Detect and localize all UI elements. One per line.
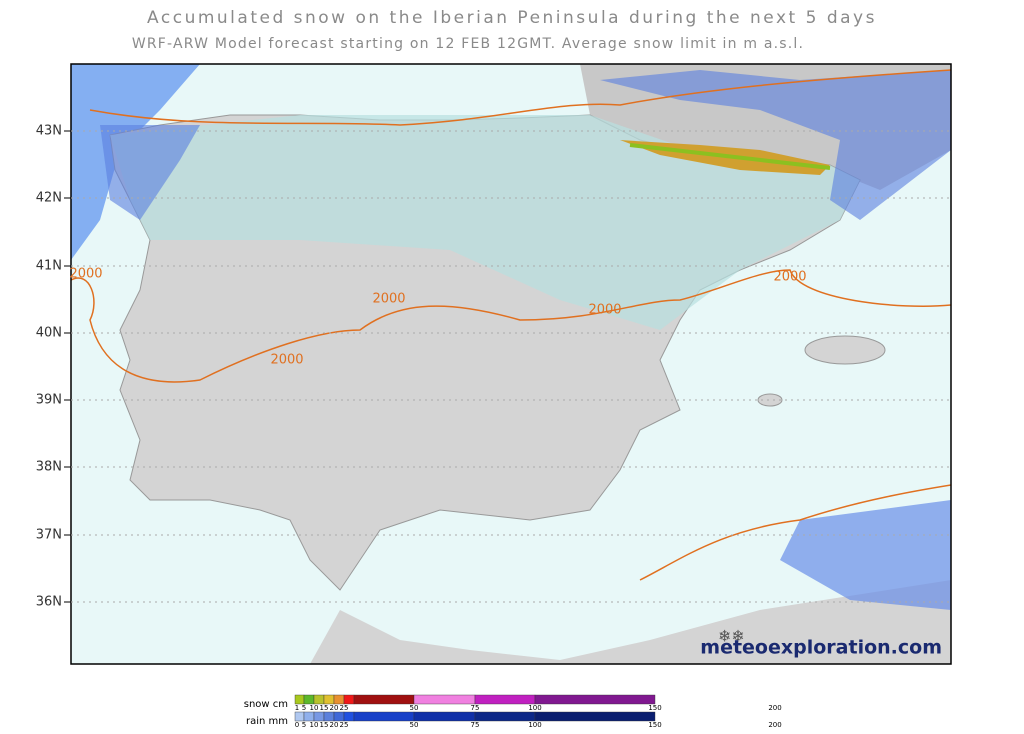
mallorca xyxy=(804,335,886,365)
map xyxy=(71,64,951,664)
legend-tick: 200 xyxy=(768,704,781,712)
legend-swatch xyxy=(353,711,415,722)
legend-tick: 200 xyxy=(768,721,781,729)
galicia-precip xyxy=(100,125,200,220)
africa xyxy=(310,580,951,664)
legend-tick: 25 xyxy=(340,721,349,729)
map-frame xyxy=(70,63,952,665)
legend-swatch xyxy=(313,694,325,705)
legend-tick: 20 xyxy=(330,721,339,729)
light-precip xyxy=(110,115,860,330)
legend-swatch xyxy=(413,694,476,705)
contour-label: 2000 xyxy=(588,303,621,318)
heavy-precip xyxy=(600,70,951,220)
legend-tick: 10 xyxy=(310,704,319,712)
lat-label: 38N xyxy=(36,460,62,475)
contour-label: 2000 xyxy=(372,292,405,307)
contour xyxy=(89,69,951,126)
contour-label: 2000 xyxy=(69,267,102,282)
title: Accumulated snow on the Iberian Peninsul… xyxy=(147,8,877,28)
contour xyxy=(639,484,951,581)
legend-tick: 25 xyxy=(340,704,349,712)
subtitle: WRF-ARW Model forecast starting on 12 FE… xyxy=(132,36,804,52)
legend-swatch xyxy=(333,711,345,722)
legend-swatch xyxy=(534,694,656,705)
legend-tick: 0 xyxy=(295,721,299,729)
pyrenees-snow-edge xyxy=(629,143,831,170)
graticule: 43N 42N 41N 40N 39N 38N 37N 36N xyxy=(36,124,951,610)
legend-tick: 1 xyxy=(295,704,299,712)
legend: 1 5 10 15 20 25 50 75 100 150 2000 5 10 15 20 25 50 75 100… xyxy=(294,694,782,729)
legend-tick: 50 xyxy=(410,721,419,729)
ibiza xyxy=(757,393,783,407)
legend-tick: 15 xyxy=(320,704,329,712)
lat-label: 36N xyxy=(36,595,62,610)
legend-swatch xyxy=(474,711,536,722)
legend-swatch xyxy=(294,711,305,722)
legend-swatch xyxy=(303,711,315,722)
legend-swatch xyxy=(313,711,325,722)
lat-label: 40N xyxy=(36,326,62,341)
legend-tick: 150 xyxy=(648,721,661,729)
legend-tick: 75 xyxy=(471,704,480,712)
lat-label: 37N xyxy=(36,528,62,543)
legend-swatch xyxy=(343,694,355,705)
legend-swatch xyxy=(413,711,476,722)
lat-label: 41N xyxy=(36,259,62,274)
sea-rain-south xyxy=(780,500,951,610)
legend-label: rain mm xyxy=(246,716,288,727)
legend-tick: 50 xyxy=(410,704,419,712)
legend-tick: 5 xyxy=(302,704,306,712)
legend-swatch xyxy=(343,711,355,722)
legend-swatch xyxy=(333,694,345,705)
lat-label: 39N xyxy=(36,393,62,408)
legend-swatch xyxy=(294,694,305,705)
legend-tick: 15 xyxy=(320,721,329,729)
contour xyxy=(71,269,951,383)
lat-label: 42N xyxy=(36,191,62,206)
legend-swatch xyxy=(534,711,656,722)
legend-swatch xyxy=(474,694,536,705)
brand: meteoexploration.com xyxy=(700,637,942,659)
legend-tick: 100 xyxy=(528,721,541,729)
legend-label: snow cm xyxy=(244,699,288,710)
contour-label: 2000 xyxy=(270,353,303,368)
legend-tick: 75 xyxy=(471,721,480,729)
contour-label: 2000 xyxy=(773,270,806,285)
legend-tick: 100 xyxy=(528,704,541,712)
legend-swatch xyxy=(323,711,335,722)
snowflake-icon: ❄❄ xyxy=(718,627,745,646)
legend-tick: 10 xyxy=(310,721,319,729)
legend-tick: 5 xyxy=(302,721,306,729)
legend-swatch xyxy=(323,694,335,705)
legend-swatch xyxy=(303,694,315,705)
legend-tick: 150 xyxy=(648,704,661,712)
legend-tick: 20 xyxy=(330,704,339,712)
lat-label: 43N xyxy=(36,124,62,139)
legend-swatch xyxy=(353,694,415,705)
